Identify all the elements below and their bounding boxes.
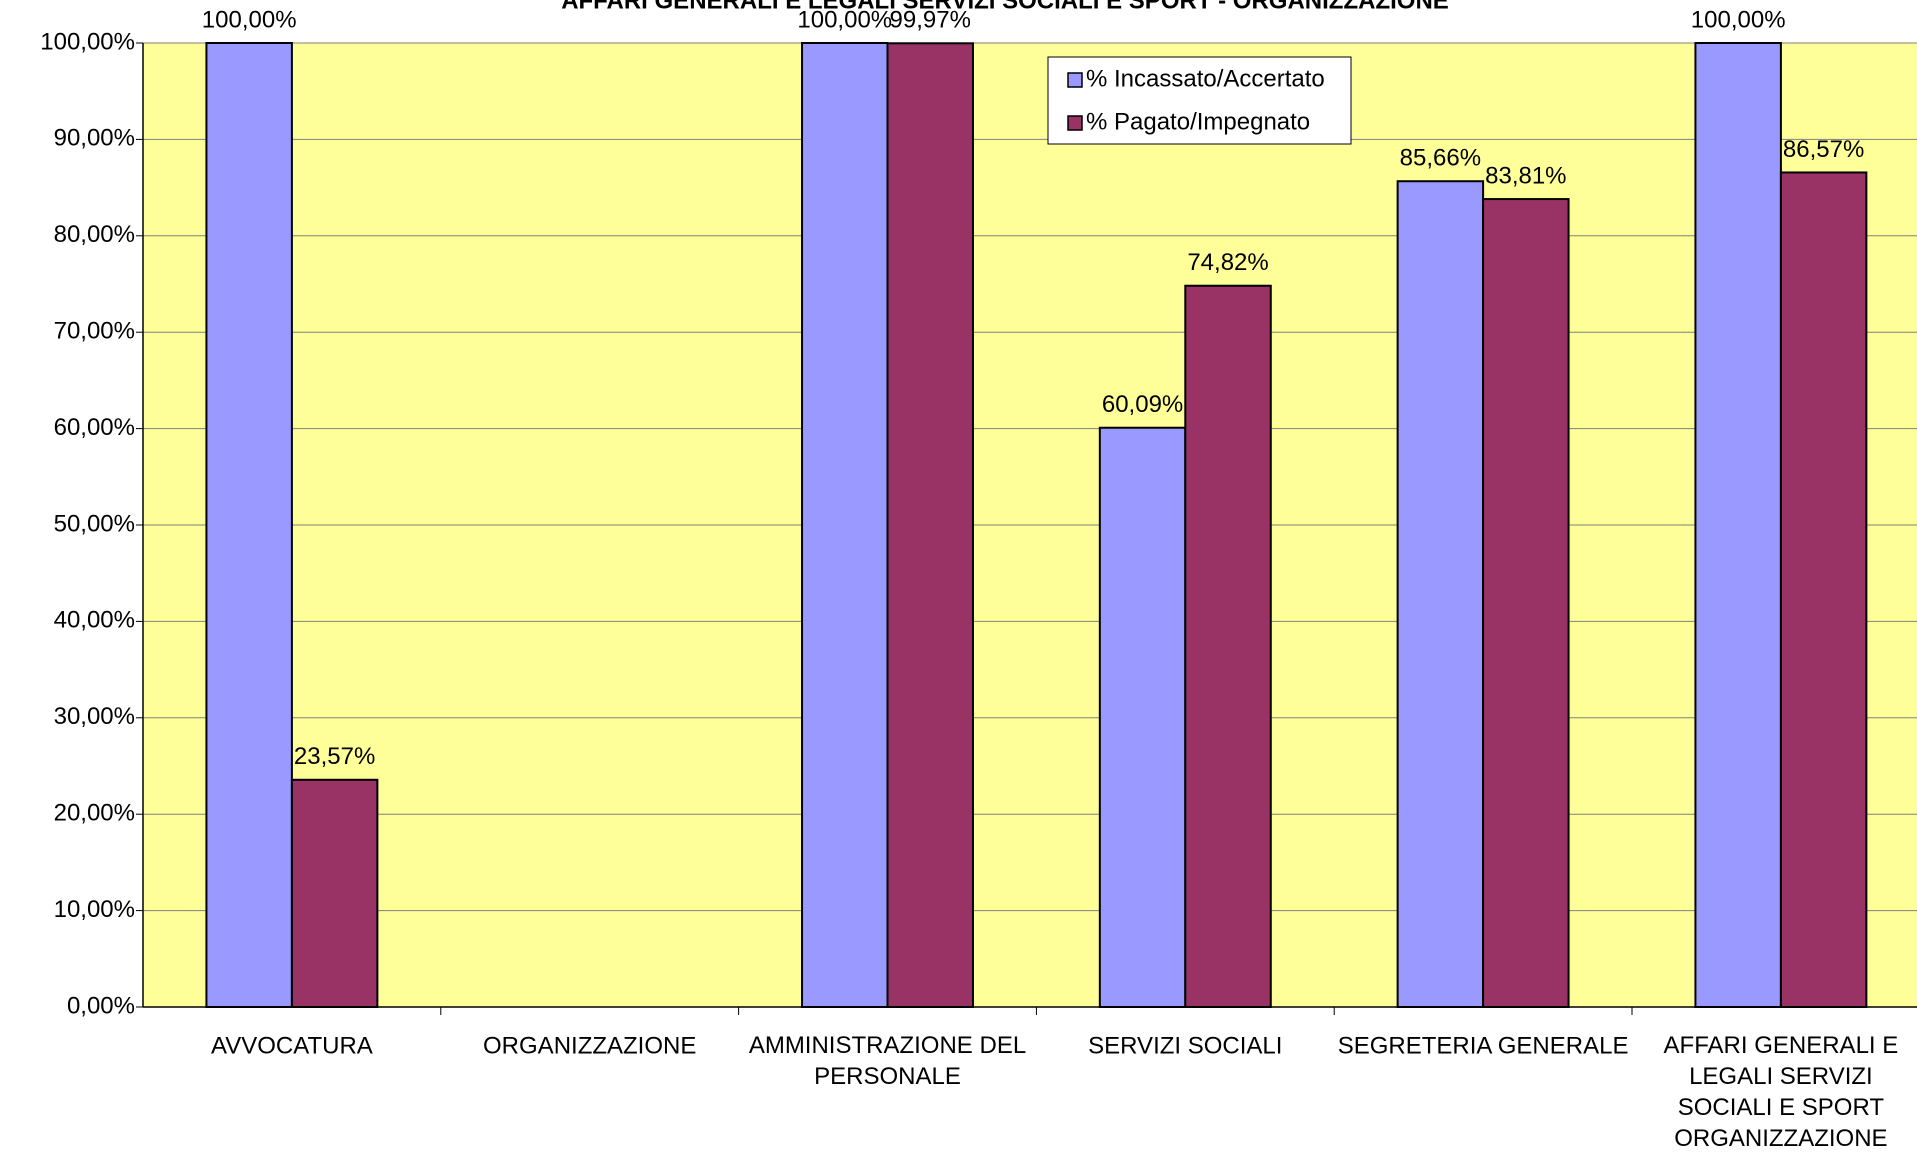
x-tick-label: AMMINISTRAZIONE DEL PERSONALE (749, 1032, 1026, 1090)
data-label: 83,81% (1485, 162, 1566, 189)
y-tick-label: 40,00% (54, 607, 135, 634)
y-tick-label: 30,00% (54, 703, 135, 730)
x-tick-label-line: AMMINISTRAZIONE DEL (749, 1032, 1026, 1059)
y-tick-label: 100,00% (40, 28, 135, 55)
data-label: 86,57% (1783, 136, 1864, 163)
x-tick-label-line: LEGALI SERVIZI (1689, 1063, 1873, 1090)
bar (1098, 426, 1187, 1008)
data-label: 99,97% (890, 7, 971, 34)
chart-title: AFFARI GENERALI E LEGALI SERVIZI SOCIALI… (561, 0, 1449, 14)
bar (1694, 42, 1782, 1008)
x-tick-label-line: SOCIALI E SPORT (1678, 1094, 1885, 1121)
y-tick-label: 60,00% (54, 414, 135, 441)
bar (1482, 198, 1570, 1008)
bar (290, 778, 379, 1009)
bar (1184, 284, 1272, 1008)
data-label: 100,00% (797, 6, 892, 33)
bar (801, 42, 889, 1008)
x-tick-label-line: PERSONALE (814, 1063, 961, 1090)
legend-label: % Incassato/Accertato (1086, 65, 1325, 92)
bar (886, 42, 974, 1009)
y-tick-label: 90,00% (54, 125, 135, 152)
x-tick-label: ORGANIZZAZIONE (483, 1032, 696, 1059)
y-tick-label: 70,00% (54, 318, 135, 345)
legend-label: % Pagato/Impegnato (1086, 108, 1310, 135)
data-label: 60,09% (1102, 391, 1183, 418)
data-label: 85,66% (1400, 145, 1481, 172)
y-tick-label: 80,00% (54, 221, 135, 248)
legend-swatch (1067, 115, 1083, 131)
y-tick-label: 10,00% (54, 896, 135, 923)
x-tick-label: AVVOCATURA (211, 1032, 373, 1059)
bar (1779, 171, 1868, 1008)
bar (205, 42, 293, 1008)
data-label: 100,00% (202, 6, 297, 33)
data-label: 74,82% (1187, 249, 1268, 276)
data-label: 100,00% (1691, 6, 1786, 33)
x-tick-label-line: ORGANIZZAZIONE (1674, 1125, 1887, 1152)
y-tick-label: 50,00% (54, 510, 135, 537)
bar (1396, 180, 1485, 1008)
legend-swatch (1067, 72, 1083, 88)
x-tick-label: SERVIZI SOCIALI (1088, 1032, 1282, 1059)
y-tick-label: 20,00% (54, 800, 135, 827)
data-label: 23,57% (294, 743, 375, 770)
x-tick-label: AFFARI GENERALI E LEGALI SERVIZI SOCIALI E… (1664, 1032, 1899, 1152)
y-tick-label: 0,00% (67, 992, 135, 1019)
x-tick-label: SEGRETERIA GENERALE (1338, 1032, 1629, 1059)
x-tick-label-line: AFFARI GENERALI E (1664, 1032, 1899, 1059)
legend-box (1047, 56, 1352, 145)
